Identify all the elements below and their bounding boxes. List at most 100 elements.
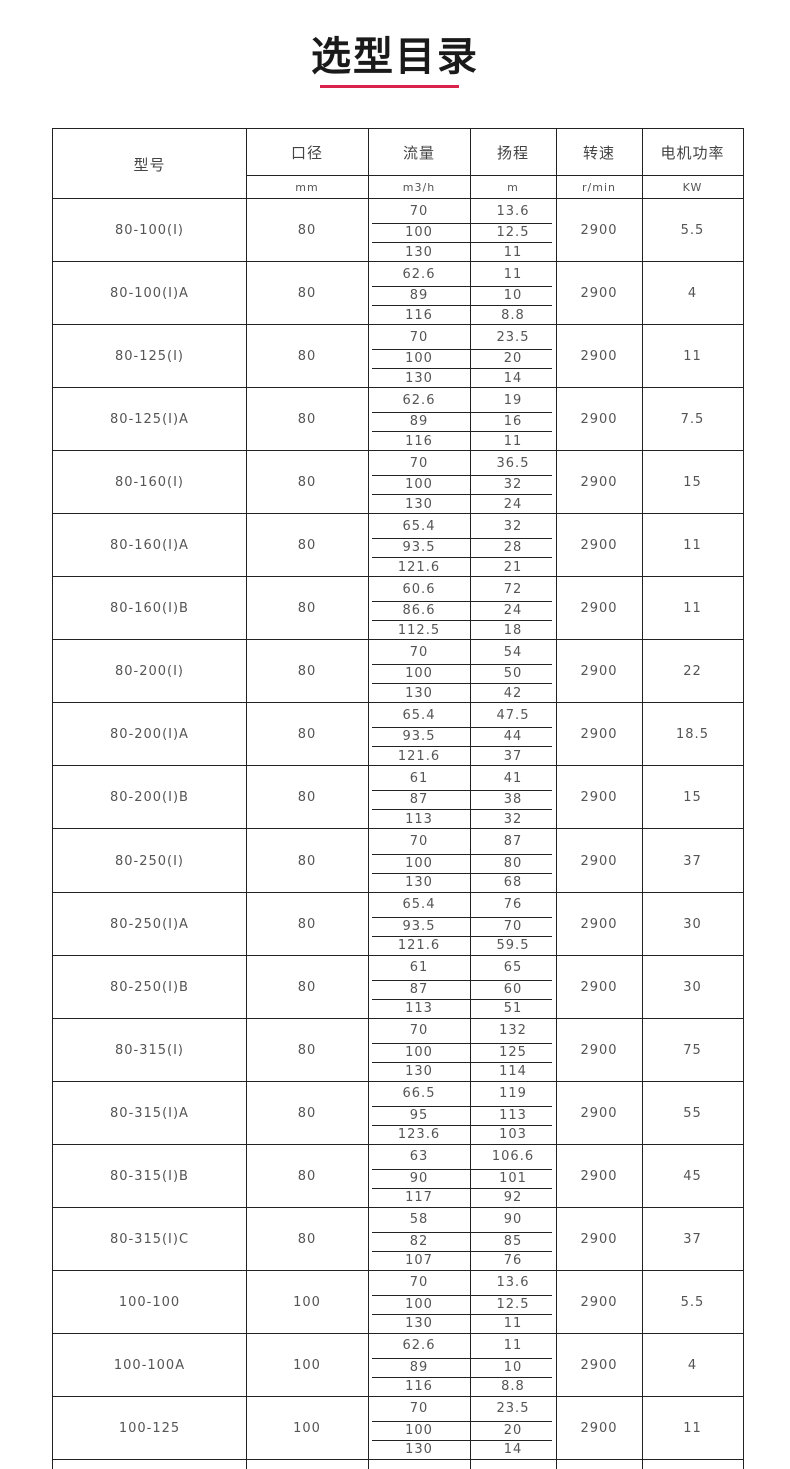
flow-cell: 107: [405, 1253, 433, 1269]
speed-cell: 2900: [580, 979, 618, 995]
head-cell: 113: [499, 1107, 527, 1123]
sub-row-divider: [372, 935, 552, 937]
power-cell: 7.5: [680, 412, 705, 428]
row-divider: [53, 955, 743, 956]
sub-row-divider: [372, 242, 552, 243]
diameter-cell: 80: [297, 916, 317, 932]
flow-cell: 100: [405, 1296, 433, 1312]
header-cell: 口径: [290, 144, 323, 162]
row-divider: [53, 1333, 743, 1334]
model-cell: 80-250(I)A: [110, 916, 189, 932]
sub-row-divider: [372, 475, 552, 477]
sub-row-divider: [372, 620, 552, 622]
diameter-cell: 100: [293, 1420, 321, 1436]
diameter-cell: 80: [297, 664, 317, 680]
head-cell: 16: [503, 414, 523, 430]
power-cell: 22: [683, 664, 702, 680]
flow-cell: 87: [409, 981, 429, 997]
head-cell: 12.5: [496, 1296, 530, 1312]
flow-cell: 61: [409, 960, 429, 976]
selection-table: 型号 口径 mm 流量 m3/h 扬程 m 转速 r/min 电机功率 KW 80-100(I) 80 2…: [52, 128, 744, 1469]
sub-row-divider: [372, 979, 552, 981]
head-cell: 11: [503, 1338, 523, 1354]
head-cell: 65: [503, 960, 523, 976]
page-title: 选型目录: [311, 34, 479, 80]
sub-row-divider: [372, 790, 552, 792]
diameter-cell: 80: [297, 979, 317, 995]
sub-row-divider: [372, 431, 552, 433]
flow-cell: 113: [405, 811, 433, 827]
header-cell: 扬程: [496, 144, 529, 162]
sub-row-divider: [372, 998, 552, 1000]
head-cell: 11: [503, 244, 523, 260]
sub-row-divider: [372, 727, 552, 729]
head-cell: 101: [499, 1170, 527, 1186]
sub-row-divider: [372, 349, 552, 351]
flow-cell: 66.5: [402, 1086, 436, 1102]
head-cell: 50: [503, 666, 523, 682]
sub-row-divider: [372, 368, 552, 370]
power-cell: 18.5: [676, 727, 709, 743]
sub-row-divider: [372, 1313, 552, 1315]
flow-cell: 95: [409, 1107, 429, 1123]
sub-row-divider: [372, 601, 552, 603]
flow-cell: 112.5: [397, 622, 441, 638]
row-divider: [53, 639, 743, 640]
sub-row-divider: [372, 286, 552, 288]
power-cell: 45: [683, 1168, 702, 1184]
power-cell: 15: [683, 475, 702, 491]
flow-cell: 89: [409, 288, 429, 304]
flow-cell: 130: [405, 370, 433, 386]
sub-row-divider: [372, 538, 552, 540]
head-cell: 11: [503, 1316, 523, 1332]
row-divider: [53, 450, 743, 451]
head-cell: 12.5: [496, 225, 530, 240]
diameter-cell: 100: [293, 1357, 321, 1373]
unit-cell: KW: [682, 181, 703, 194]
model-cell: 80-315(I)A: [110, 1105, 189, 1121]
flow-cell: 93.5: [402, 540, 436, 556]
sub-row-divider: [372, 916, 552, 918]
sub-row-divider: [372, 683, 552, 685]
power-cell: 11: [683, 349, 702, 365]
flow-cell: 130: [405, 1316, 433, 1332]
sub-row-divider: [372, 1294, 552, 1296]
head-cell: 20: [503, 351, 523, 367]
row-divider: [53, 702, 743, 703]
flow-cell: 130: [405, 1442, 433, 1458]
power-cell: 5.5: [680, 1294, 705, 1310]
head-cell: 59.5: [496, 938, 530, 954]
unit-cell: mm: [295, 181, 319, 194]
speed-cell: 2900: [580, 853, 618, 869]
head-cell: 32: [503, 518, 523, 534]
sub-row-divider: [372, 664, 552, 666]
column-divider: [470, 129, 471, 1469]
sub-row-divider: [372, 1061, 552, 1063]
unit-cell: r/min: [582, 181, 616, 194]
head-cell: 11: [503, 433, 523, 449]
power-cell: 5.5: [680, 223, 705, 239]
power-cell: 11: [683, 1420, 702, 1436]
model-cell: 100-125: [118, 1420, 181, 1436]
column-divider: [642, 129, 643, 1469]
model-cell: 100-100: [118, 1294, 181, 1310]
power-cell: 11: [683, 601, 702, 617]
head-cell: 125: [499, 1044, 527, 1060]
speed-cell: 2900: [580, 727, 618, 743]
head-cell: 68: [503, 875, 523, 891]
head-cell: 106.6: [491, 1149, 535, 1165]
head-cell: 20: [503, 1422, 523, 1438]
model-cell: 80-200(I): [114, 664, 185, 680]
speed-cell: 2900: [580, 412, 618, 428]
diameter-cell: 80: [297, 790, 317, 806]
head-cell: 24: [503, 603, 523, 619]
head-cell: 114: [499, 1064, 527, 1080]
diameter-cell: 80: [297, 538, 317, 554]
sub-row-divider: [372, 872, 552, 874]
diameter-cell: 80: [297, 475, 317, 491]
head-cell: 70: [503, 918, 523, 934]
flow-cell: 70: [409, 834, 429, 849]
model-cell: 80-315(I)C: [109, 1231, 190, 1247]
diameter-cell: 80: [297, 349, 317, 365]
sub-row-divider: [372, 853, 552, 855]
